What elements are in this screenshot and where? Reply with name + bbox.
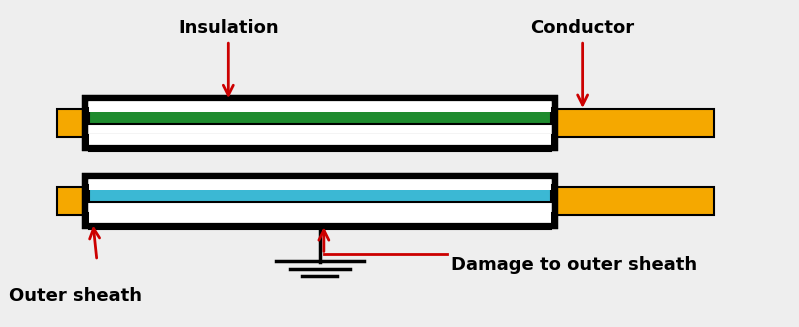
Bar <box>85 98 555 148</box>
Bar <box>89 135 551 151</box>
Bar <box>85 176 555 226</box>
Bar <box>89 99 551 112</box>
Bar <box>89 185 551 202</box>
Bar <box>57 187 714 215</box>
Text: Conductor: Conductor <box>531 19 634 37</box>
Bar <box>89 133 551 146</box>
Text: Damage to outer sheath: Damage to outer sheath <box>451 256 698 274</box>
Bar <box>89 177 551 190</box>
Text: Outer sheath: Outer sheath <box>10 287 142 305</box>
Bar <box>85 176 555 226</box>
Bar <box>89 213 551 229</box>
Bar <box>89 108 551 124</box>
Text: Insulation: Insulation <box>178 19 279 37</box>
Bar <box>89 211 551 224</box>
Bar <box>85 98 555 148</box>
Bar <box>57 109 714 137</box>
